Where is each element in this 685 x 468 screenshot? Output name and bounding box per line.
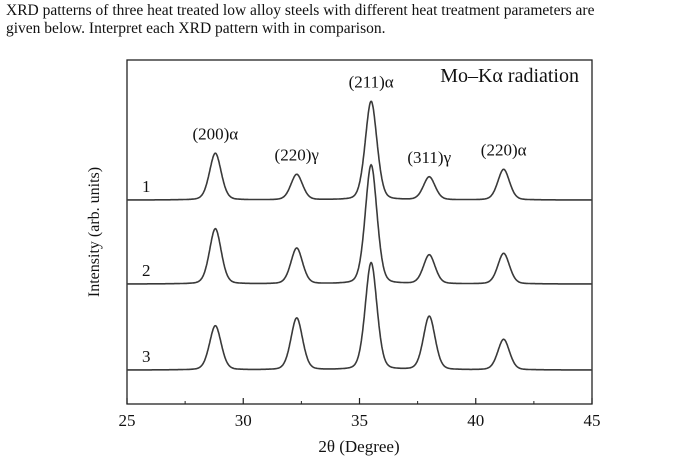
peak-label-4: (220)α: [481, 140, 527, 159]
series-line-2: [127, 163, 592, 285]
chart-title: Mo–Kα radiation: [440, 65, 579, 87]
question-line-2: given below. Interpret each XRD pattern …: [6, 20, 386, 37]
y-axis-label: Intensity (arb. units): [86, 167, 103, 297]
series-line-1: [127, 100, 592, 201]
peak-label-0: (200)α: [192, 124, 238, 143]
series-label-1: 1: [142, 177, 151, 196]
question-line-1: XRD patterns of three heat treated low a…: [6, 2, 595, 19]
series-line-3: [127, 261, 592, 371]
series-label-2: 2: [142, 261, 151, 280]
x-tick-label-30: 30: [235, 411, 252, 430]
peak-label-2: (211)α: [349, 72, 394, 91]
x-axis-label: 2θ (Degree): [318, 437, 399, 456]
question-text: XRD patterns of three heat treated low a…: [6, 2, 681, 38]
x-tick-label-35: 35: [351, 411, 368, 430]
x-ticks: 25 30 35 40 45: [119, 398, 601, 430]
series-layer: [127, 100, 592, 371]
x-tick-label-45: 45: [584, 411, 601, 430]
x-tick-label-25: 25: [119, 411, 136, 430]
series-labels: 1 2 3: [142, 177, 151, 366]
peak-label-1: (220)γ: [275, 146, 320, 165]
x-tick-label-40: 40: [467, 411, 484, 430]
series-label-3: 3: [142, 347, 151, 366]
peak-label-3: (311)γ: [407, 148, 451, 167]
peak-labels: (200)α (220)γ (211)α (311)γ (220)α: [192, 72, 526, 167]
